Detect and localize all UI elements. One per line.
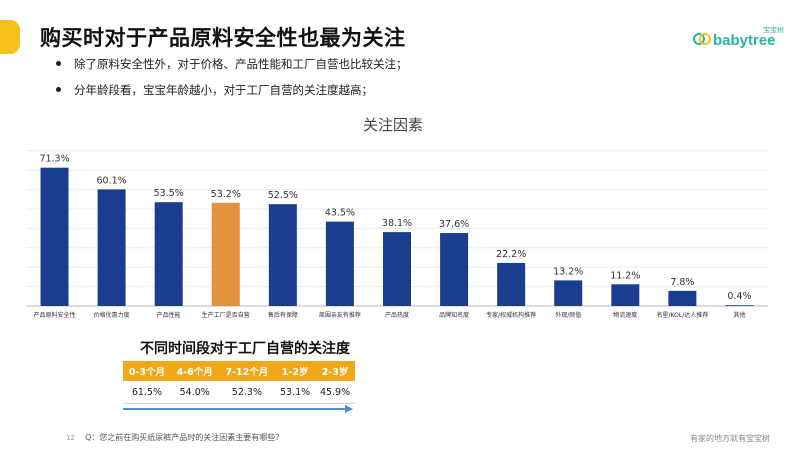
table-cell: 53.1% — [275, 381, 316, 404]
bar-value-label: 52.5% — [268, 190, 298, 201]
category-label: 其他 — [733, 311, 745, 319]
table-cell: 52.3% — [218, 381, 276, 404]
chart-bar — [611, 284, 640, 306]
bar-value-label: 71.3% — [39, 154, 69, 165]
table-header: 1-2岁 — [275, 361, 316, 381]
babytree-logo: babytree 宝宝树 — [693, 26, 793, 54]
category-label: 生产工厂是否自营 — [202, 311, 250, 319]
bar-value-label: 0.4% — [727, 291, 751, 302]
chart-bar — [154, 202, 183, 306]
category-label: 周围亲友有推荐 — [319, 311, 361, 319]
bar-value-label: 7.8% — [670, 277, 694, 288]
chart-bar — [325, 221, 354, 306]
bar-chart: 关注因素 71.3% 产品原料安全性 60.1% 价格优惠力度 53.5% 产品性能 53.… — [26, 116, 768, 319]
chart-bar — [497, 262, 526, 306]
category-label: 价格优惠力度 — [94, 311, 130, 319]
page-number: 12 — [66, 434, 75, 442]
page-title: 购买时对于产品原料安全性也最为关注 — [40, 26, 406, 50]
chart-bar — [40, 167, 69, 306]
category-label: 名星/KOL/达人推荐 — [657, 311, 709, 319]
bullet-list: 除了原料安全性外，对于价格、产品性能和工厂自营也比较关注； 分年龄段看，宝宝年龄… — [56, 56, 408, 108]
chart-bar — [383, 232, 411, 306]
bar-value-label: 22.2% — [496, 249, 526, 260]
chart-title: 关注因素 — [363, 116, 423, 134]
table-cell: 61.5% — [123, 381, 171, 404]
survey-question: Q：您之前在购买纸尿裤产品时的关注因素主要有哪些？ — [85, 433, 284, 442]
chart-bar — [725, 305, 754, 307]
logo-cn-text: 宝宝树 — [763, 26, 784, 34]
bullet-text: 分年龄段看，宝宝年龄越小，对于工厂自营的关注度越高； — [74, 83, 373, 97]
bar-value-label: 53.5% — [154, 188, 184, 199]
bullet-text: 除了原料安全性外，对于价格、产品性能和工厂自营也比较关注； — [74, 57, 408, 71]
chart-bar — [668, 290, 697, 306]
table-header-row: 0-3个月 4-6个月 7-12个月 1-2岁 2-3岁 — [123, 361, 355, 381]
table-header: 4-6个月 — [170, 361, 219, 381]
category-label: 外观/颜值 — [555, 311, 581, 319]
table-header: 7-12个月 — [218, 361, 276, 381]
footer-slogan: 有家的地方就有宝宝树 — [690, 434, 770, 443]
bullet-item: 除了原料安全性外，对于价格、产品性能和工厂自营也比较关注； — [56, 56, 408, 72]
bar-value-label: 53.2% — [211, 189, 241, 200]
logo-text: babytree — [713, 32, 776, 49]
chart-bar — [97, 189, 126, 306]
bar-value-label: 13.2% — [553, 266, 583, 277]
bar-value-label: 43.5% — [325, 208, 355, 219]
category-label: 产品原料安全性 — [34, 311, 76, 319]
chart-bar — [440, 233, 469, 306]
table-row: 61.5% 54.0% 52.3% 53.1% 45.9% — [123, 381, 355, 404]
trend-arrow-icon — [123, 405, 353, 413]
bullet-item: 分年龄段看，宝宝年龄越小，对于工厂自营的关注度越高； — [56, 82, 408, 98]
category-label: 物流速度 — [613, 311, 637, 319]
category-label: 专家/权威机构推荐 — [486, 311, 536, 319]
table-cell: 54.0% — [170, 381, 219, 404]
category-label: 产品热度 — [385, 311, 409, 319]
chart-bar — [211, 202, 240, 306]
accent-tab — [0, 20, 20, 54]
category-label: 品牌知名度 — [439, 311, 469, 319]
table-header: 2-3岁 — [315, 361, 355, 381]
bullet-dot — [56, 87, 61, 92]
bar-value-label: 38.1% — [382, 218, 412, 229]
table-header: 0-3个月 — [123, 361, 171, 381]
age-table: 0-3个月 4-6个月 7-12个月 1-2岁 2-3岁 61.5% 54.0%… — [123, 361, 355, 404]
chart-bar — [554, 280, 583, 306]
chart-bar — [268, 204, 297, 306]
babytree-logo-icon — [693, 33, 711, 45]
category-label: 产品性能 — [157, 311, 181, 319]
bar-value-label: 37.6% — [439, 219, 469, 230]
bar-value-label: 60.1% — [97, 175, 127, 186]
chart-bars: 71.3% 产品原料安全性 60.1% 价格优惠力度 53.5% 产品性能 53.2% 生产工… — [34, 154, 754, 319]
bullet-dot — [56, 61, 61, 66]
table-cell: 45.9% — [315, 381, 355, 404]
bar-value-label: 11.2% — [610, 270, 640, 281]
table-title: 不同时间段对于工厂自营的关注度 — [140, 341, 350, 357]
category-label: 售后有保障 — [268, 311, 298, 319]
